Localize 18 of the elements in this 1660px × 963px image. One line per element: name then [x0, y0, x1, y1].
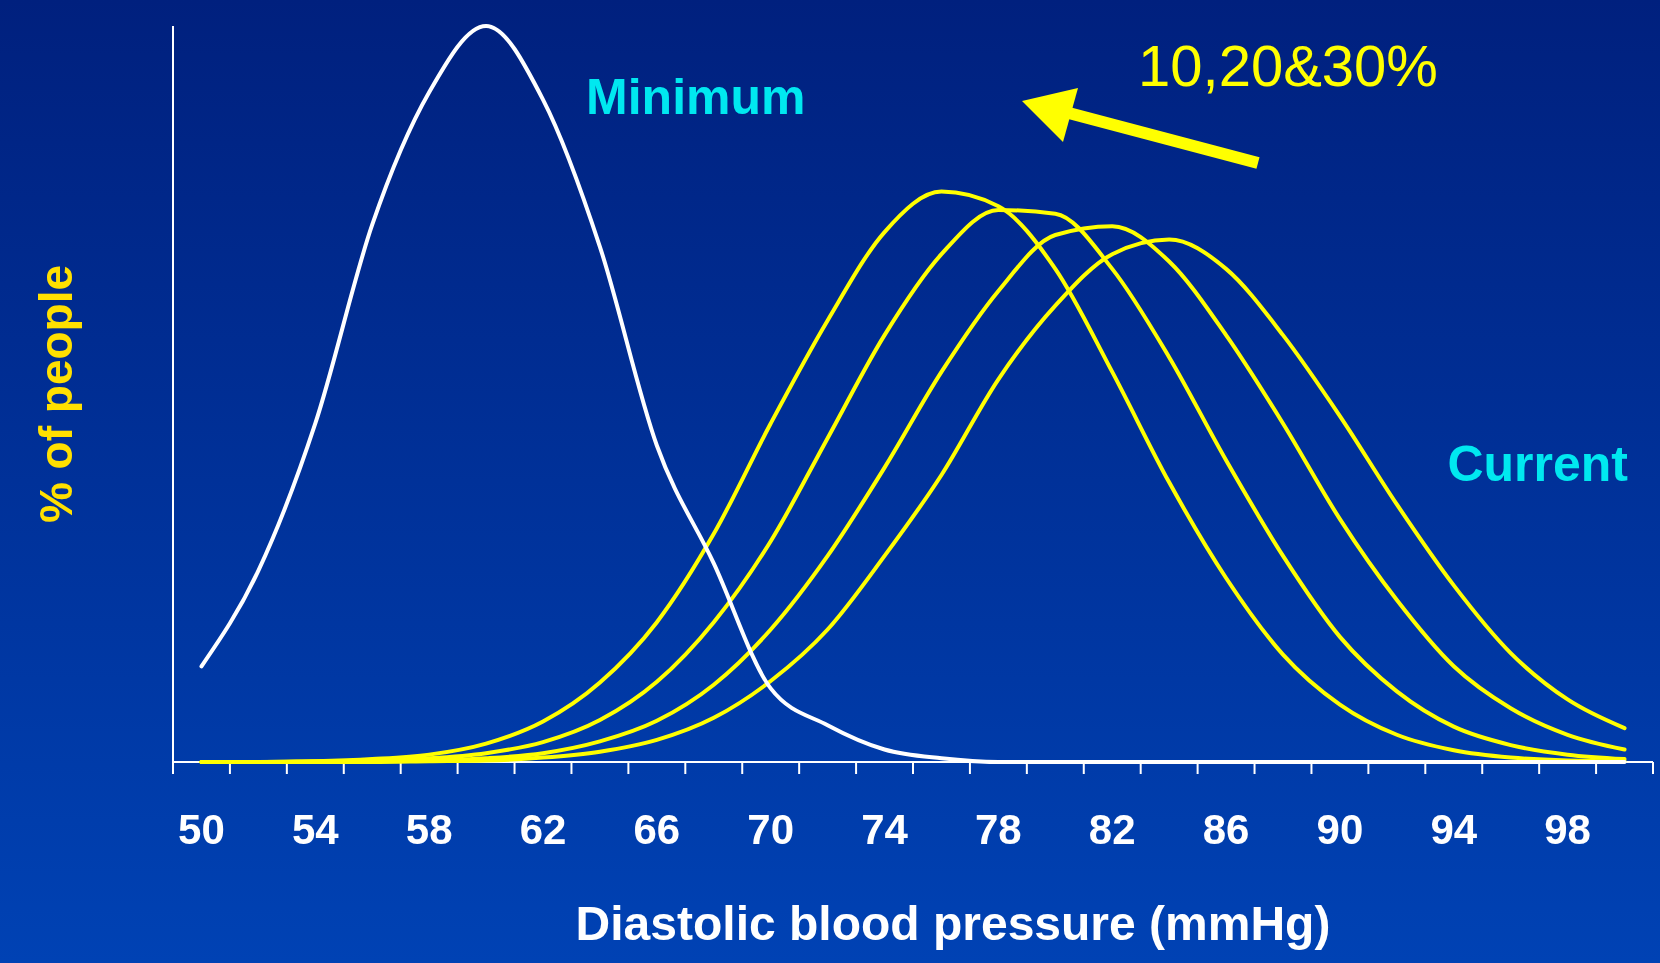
annotation: 10,20&30%: [1138, 33, 1438, 98]
x-tick-label: 66: [633, 806, 681, 853]
x-tick-label: 58: [405, 806, 453, 853]
x-tick-label: 70: [747, 806, 795, 853]
x-tick-label: 74: [861, 806, 909, 853]
x-tick-label: 86: [1202, 806, 1250, 853]
x-tick-label: 62: [519, 806, 567, 853]
series-label: Current: [1447, 435, 1629, 492]
x-tick-label: 50: [178, 806, 225, 853]
x-axis-title: Diastolic blood pressure (mmHg): [575, 897, 1331, 950]
x-tick-label: 54: [291, 806, 340, 853]
x-tick-label: 90: [1316, 806, 1364, 853]
series-label: Minimum: [586, 69, 806, 125]
y-axis-title: % of people: [30, 264, 82, 524]
x-tick-label: 94: [1430, 806, 1478, 853]
x-tick-label: 98: [1544, 806, 1591, 853]
x-tick-label: 78: [975, 806, 1022, 853]
x-tick-label: 82: [1088, 806, 1136, 853]
